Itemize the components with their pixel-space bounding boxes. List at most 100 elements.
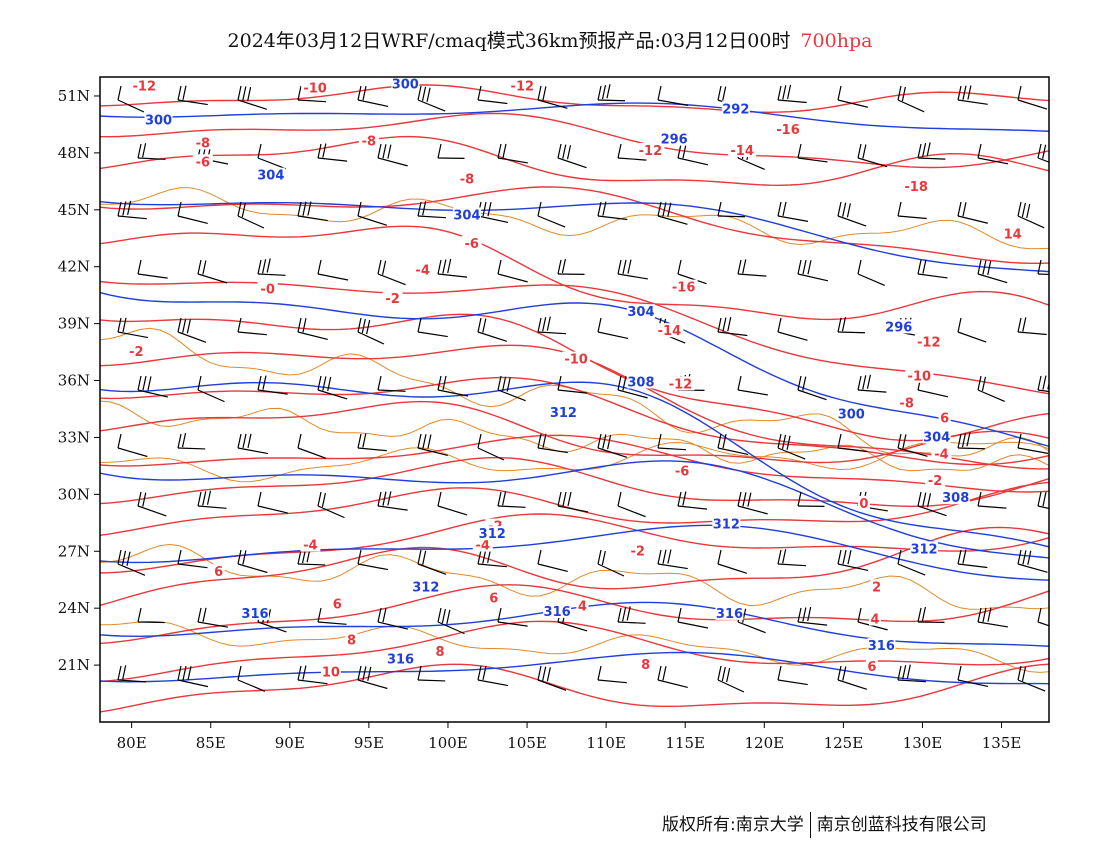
wind-barb-flag bbox=[966, 432, 971, 447]
wind-barb-staff bbox=[357, 331, 385, 345]
temperature-label-bg bbox=[669, 279, 698, 294]
wind-barb-flag bbox=[477, 317, 482, 333]
temperature-label-bg bbox=[857, 495, 870, 510]
wind-barb-staff bbox=[977, 621, 1008, 628]
wind-barb-flag bbox=[777, 433, 782, 449]
wind-barb-flag bbox=[837, 317, 842, 333]
lon-tick-label: 130E bbox=[903, 734, 943, 752]
wind-barb-flag bbox=[1042, 144, 1047, 159]
wind-barb-flag bbox=[797, 259, 802, 275]
wind-barb-flag bbox=[542, 317, 547, 332]
wind-barb-flag bbox=[357, 317, 362, 333]
wind-barb-staff bbox=[437, 389, 469, 397]
wind-barb-flag bbox=[786, 84, 792, 99]
wind-barb-flag bbox=[322, 143, 327, 158]
wind-barb-flag bbox=[237, 85, 242, 101]
wind-barb-staff bbox=[617, 505, 646, 518]
geopotential-label: 312 bbox=[713, 518, 740, 533]
wind-barb-flag bbox=[727, 317, 732, 332]
wind-barb-flag bbox=[962, 85, 967, 100]
copyright-footer: 版权所有:南京大学 南京创蓝科技有限公司 bbox=[662, 810, 987, 838]
wind-barb-flag bbox=[1017, 85, 1022, 101]
lat-tick-label: 45N bbox=[58, 201, 90, 219]
wind-barb-flag bbox=[957, 665, 962, 681]
wind-barb-flag bbox=[422, 550, 427, 565]
geopotential-label-bg bbox=[941, 490, 970, 505]
wind-barb-flag bbox=[482, 318, 487, 333]
wind-barb-flag bbox=[602, 434, 607, 449]
wind-barb-flag bbox=[237, 433, 242, 449]
wind-barb-staff bbox=[257, 621, 287, 633]
wind-barb-staff bbox=[977, 389, 1005, 402]
temperature-label-bg bbox=[896, 395, 917, 410]
wind-barb-flag bbox=[197, 259, 202, 275]
wind-barb-staff bbox=[537, 679, 567, 691]
wind-barb-staff bbox=[597, 99, 625, 102]
wind-barb-staff bbox=[117, 563, 146, 576]
wind-barb-flag bbox=[442, 259, 447, 274]
temperature-label: -12 bbox=[917, 336, 941, 351]
temperature-label-bg bbox=[636, 142, 665, 157]
lat-tick-label: 51N bbox=[58, 87, 90, 105]
lat-tick-label: 33N bbox=[58, 428, 90, 446]
geopotential-label-bg bbox=[386, 651, 415, 666]
wind-barb-flag bbox=[657, 549, 662, 565]
wind-barb-staff bbox=[617, 157, 647, 161]
wind-barb-flag bbox=[962, 202, 967, 217]
wind-barb-staff bbox=[537, 99, 568, 109]
temperature-label: -2 bbox=[385, 292, 399, 307]
wind-barb-staff bbox=[257, 505, 289, 514]
wind-barb-flag bbox=[957, 433, 962, 449]
wind-barb-flag bbox=[1021, 666, 1027, 681]
wind-barb-staff bbox=[477, 679, 509, 687]
lat-tick-label: 36N bbox=[58, 372, 90, 390]
geopotential-isoline bbox=[100, 524, 1049, 581]
wind-barb-flag bbox=[557, 143, 562, 159]
wind-barb-flag bbox=[622, 376, 627, 391]
temperature-isoline bbox=[100, 135, 1049, 187]
wind-barb-staff bbox=[897, 447, 928, 457]
wind-barb-flag bbox=[302, 318, 307, 333]
temperature-label: -16 bbox=[776, 123, 800, 138]
temperature-label: -10 bbox=[908, 370, 932, 385]
temperature-label-bg bbox=[257, 281, 278, 296]
wind-barb-staff bbox=[557, 505, 589, 513]
wind-barb-flag bbox=[602, 201, 607, 216]
wind-barb-flag bbox=[437, 259, 442, 275]
wind-barb-flag bbox=[977, 375, 982, 391]
temperature-isoline bbox=[100, 620, 1049, 683]
wind-barb-flag bbox=[662, 549, 667, 564]
wind-barb-staff bbox=[1017, 99, 1048, 110]
wind-barb-staff bbox=[677, 273, 707, 285]
wind-barb-flag bbox=[537, 317, 542, 333]
wind-barb-staff bbox=[477, 447, 505, 461]
wind-barb-flag bbox=[737, 375, 742, 391]
wind-barb-flag bbox=[361, 318, 366, 334]
temperature-label-bg bbox=[487, 590, 500, 605]
geopotential-label-bg bbox=[411, 579, 440, 594]
wind-barb-flag bbox=[837, 665, 842, 681]
wind-barb-flag bbox=[802, 260, 807, 275]
wind-barb-flag bbox=[382, 144, 387, 159]
temperature-label-bg bbox=[774, 122, 803, 137]
geopotential-label-bg bbox=[884, 319, 913, 334]
wind-barb-staff bbox=[417, 215, 447, 219]
wind-barb-flag bbox=[382, 491, 387, 506]
temperature-label: -8 bbox=[460, 172, 474, 187]
wind-barb-staff bbox=[557, 621, 588, 632]
wind-barb-staff bbox=[617, 273, 648, 280]
temperature-label: -6 bbox=[196, 155, 210, 170]
wind-barb-staff bbox=[357, 679, 388, 690]
wind-barb-flag bbox=[417, 665, 422, 681]
temperature-label: -2 bbox=[631, 544, 645, 559]
temperature-label: -8 bbox=[899, 396, 913, 411]
wind-barb-flag bbox=[847, 550, 852, 565]
wind-barb-flag bbox=[117, 433, 122, 449]
wind-barb-flag bbox=[482, 665, 487, 681]
wind-barb-flag bbox=[421, 86, 427, 101]
wind-barb-flag bbox=[1017, 201, 1022, 217]
wind-barb-staff bbox=[497, 157, 528, 164]
wind-barb-flag bbox=[417, 549, 422, 565]
lon-tick-label: 85E bbox=[196, 734, 226, 752]
temperature-label-bg bbox=[301, 80, 330, 95]
